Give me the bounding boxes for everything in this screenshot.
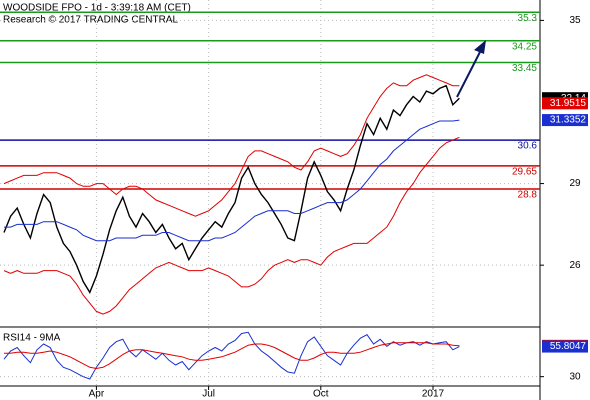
last-value-label: 31.3352 xyxy=(550,115,587,126)
series-line xyxy=(4,119,460,242)
level-label: 29.65 xyxy=(512,167,537,178)
series-line xyxy=(3,136,460,315)
level-label: 35.3 xyxy=(518,13,538,24)
level-label: 30.6 xyxy=(518,141,538,152)
y-tick-label: 30 xyxy=(569,371,581,382)
level-label: 28.8 xyxy=(518,190,538,201)
last-value-label: 55.8047 xyxy=(550,341,587,352)
level-label: 34.25 xyxy=(512,41,537,52)
series-line xyxy=(3,74,460,217)
rsi-title: RSI14 - 9MA xyxy=(3,333,61,344)
x-tick-label: 2017 xyxy=(422,389,445,400)
chart-title: WOODSIDE FPO - 1d - 3:39:18 AM (CET) xyxy=(3,3,191,14)
forecast-arrow xyxy=(456,51,481,98)
x-tick-label: Oct xyxy=(313,389,329,400)
y-tick-label: 26 xyxy=(569,260,581,271)
x-tick-label: Apr xyxy=(89,389,105,400)
series-line xyxy=(3,331,460,380)
x-tick-label: Jul xyxy=(202,389,215,400)
chart-subtitle: Research © 2017 TRADING CENTRAL xyxy=(3,15,178,26)
level-label: 33.45 xyxy=(512,63,537,74)
y-tick-label: 29 xyxy=(569,178,581,189)
series-line xyxy=(4,342,460,370)
last-value-box xyxy=(542,114,588,127)
y-tick-label: 35 xyxy=(569,15,581,26)
arrow-head xyxy=(474,40,486,54)
last-value-box xyxy=(542,340,588,353)
last-value-label: 31.9515 xyxy=(550,98,587,109)
series-line xyxy=(3,84,460,294)
last-value-box xyxy=(542,97,588,110)
